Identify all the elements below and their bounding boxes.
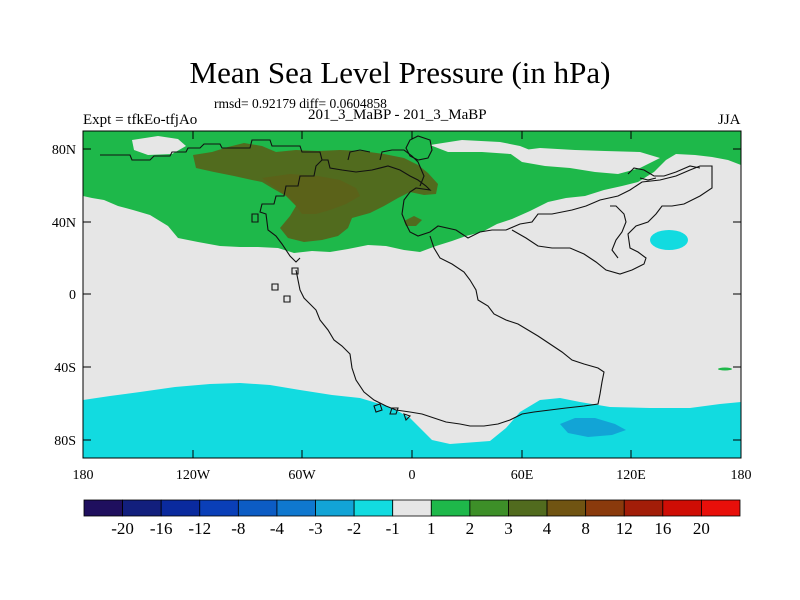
x-tick-label: 60E — [511, 468, 534, 483]
map-field — [83, 131, 741, 458]
neutral-patch-arctic-east — [430, 140, 530, 154]
colorbar-box — [160, 499, 201, 517]
colorbar-level-label: 3 — [504, 519, 513, 538]
colorbar-box — [237, 499, 278, 517]
colorbar-box — [701, 499, 741, 517]
coastlines — [100, 135, 713, 427]
colorbar-box — [199, 499, 239, 517]
colorbar-box — [469, 499, 509, 517]
colorbar-box — [315, 499, 355, 517]
neutral-patch-arctic — [132, 136, 186, 155]
colorbar-level-label: 2 — [466, 519, 475, 538]
coastline-north — [100, 139, 323, 263]
x-axis-ticks — [82, 131, 742, 458]
colorbar: -20 -16 -12 -8 -4 -3 -2 -1 1 2 3 4 8 12 16 20 — [83, 499, 741, 538]
y-tick-label: 0 — [69, 288, 76, 303]
x-tick-label: 180 — [73, 468, 94, 483]
colorbar-level-label: 1 — [427, 519, 436, 538]
colorbar-level-label: -20 — [111, 519, 134, 538]
colorbar-box — [83, 499, 123, 517]
colorbar-box — [430, 499, 471, 517]
colorbar-box — [623, 499, 664, 517]
y-tick-label: 40S — [54, 361, 76, 376]
coastline-east-asia-rim — [610, 205, 627, 259]
stats-text: rmsd= 0.92179 diff= 0.0604858 — [214, 96, 387, 111]
y-tick-label: 80S — [54, 434, 76, 449]
colorbar-box — [662, 499, 702, 517]
positive-anomaly-pacific — [718, 367, 732, 371]
colorbar-box — [546, 499, 587, 517]
colorbar-box — [276, 499, 316, 517]
coastline-greenland — [405, 135, 433, 161]
colorbar-level-label: 12 — [616, 519, 633, 538]
x-tick-label: 0 — [409, 468, 416, 483]
chart-title: Mean Sea Level Pressure (in hPa) — [189, 55, 611, 90]
positive-anomaly-level3-small — [404, 216, 422, 226]
coastline-islands — [251, 213, 299, 303]
y-tick-label: 80N — [52, 143, 76, 158]
colorbar-level-label: -8 — [231, 519, 245, 538]
negative-anomaly-south-core — [560, 418, 626, 437]
colorbar-box — [392, 499, 432, 517]
experiment-label: Expt = tfkEo-tfjAo — [83, 112, 198, 128]
x-tick-label: 60W — [288, 468, 316, 483]
colorbar-level-label: -1 — [386, 519, 400, 538]
colorbar-level-label: -16 — [150, 519, 173, 538]
season-label: JJA — [718, 112, 741, 128]
colorbar-box — [508, 499, 548, 517]
colorbar-level-label: 16 — [654, 519, 671, 538]
colorbar-box — [585, 499, 625, 517]
negative-anomaly-south — [83, 383, 741, 458]
colorbar-level-label: 8 — [581, 519, 590, 538]
colorbar-level-label: -12 — [188, 519, 211, 538]
coastline-antarctica-fragments — [373, 403, 412, 422]
coastline-africa — [295, 235, 605, 427]
colorbar-box — [122, 499, 162, 517]
neutral-patch-asia — [508, 148, 660, 174]
colorbar-level-label: -4 — [270, 519, 285, 538]
coastline-far-east — [627, 165, 701, 181]
y-axis-ticks — [83, 148, 741, 441]
coastline-eurasia — [322, 159, 713, 275]
colorbar-level-label: 20 — [693, 519, 710, 538]
x-tick-label: 120E — [616, 468, 646, 483]
negative-anomaly-east-asia — [650, 230, 688, 250]
comparison-label: 201_3_MaBP - 201_3_MaBP — [308, 107, 487, 123]
x-tick-label: 120W — [176, 468, 211, 483]
positive-anomaly-level3 — [193, 143, 438, 242]
colorbar-level-label: -2 — [347, 519, 361, 538]
y-tick-label: 40N — [52, 216, 76, 231]
x-tick-label: 180 — [731, 468, 752, 483]
positive-anomaly-level4 — [262, 174, 360, 214]
colorbar-level-label: 4 — [543, 519, 552, 538]
colorbar-box — [353, 499, 394, 517]
colorbar-level-label: -3 — [308, 519, 322, 538]
